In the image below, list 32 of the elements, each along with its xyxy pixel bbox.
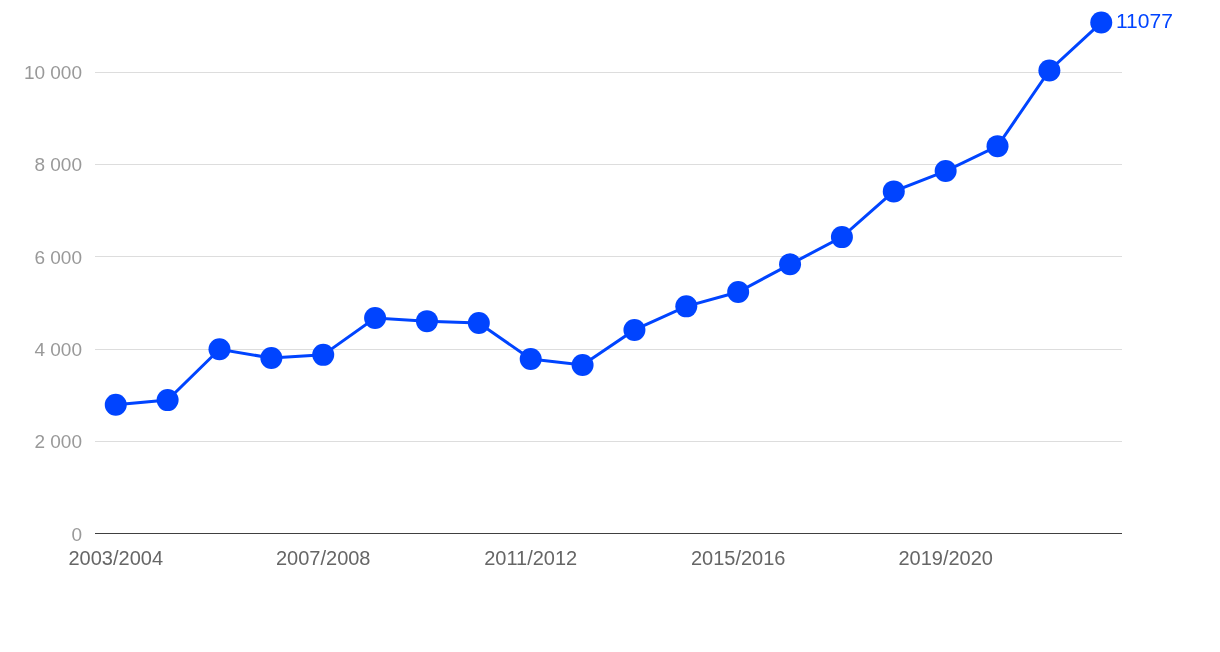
point — [156, 389, 179, 412]
point — [882, 180, 905, 203]
y-tick-label: 2 000 — [34, 431, 82, 453]
y-tick-label: 6 000 — [34, 246, 82, 268]
point — [623, 318, 646, 341]
x-tick-label: 2019/2020 — [898, 547, 993, 569]
point — [1038, 59, 1061, 82]
point — [986, 135, 1009, 158]
point — [727, 281, 750, 304]
point — [571, 354, 594, 376]
point — [104, 393, 127, 416]
point — [934, 160, 957, 183]
point — [675, 295, 698, 318]
point — [312, 343, 335, 366]
x-tick-label: 2011/2012 — [484, 547, 578, 569]
point — [830, 226, 853, 249]
x-tick-label: 2007/2008 — [275, 547, 371, 569]
y-tick-label: 8 000 — [34, 154, 82, 176]
point — [1090, 11, 1113, 34]
x-tick-label: 2003/2004 — [68, 547, 164, 569]
y-tick-label: 4 000 — [34, 338, 82, 360]
point — [519, 348, 542, 370]
y-tick-label: 10 000 — [23, 61, 82, 83]
point — [415, 310, 438, 333]
y-tick-label: 0 — [71, 523, 82, 545]
point — [260, 347, 283, 370]
data-label: 11077 — [1116, 8, 1173, 32]
x-tick-label: 2015/2016 — [690, 547, 786, 569]
point — [364, 306, 387, 329]
point — [208, 338, 231, 361]
point — [467, 311, 490, 334]
point — [779, 253, 802, 276]
